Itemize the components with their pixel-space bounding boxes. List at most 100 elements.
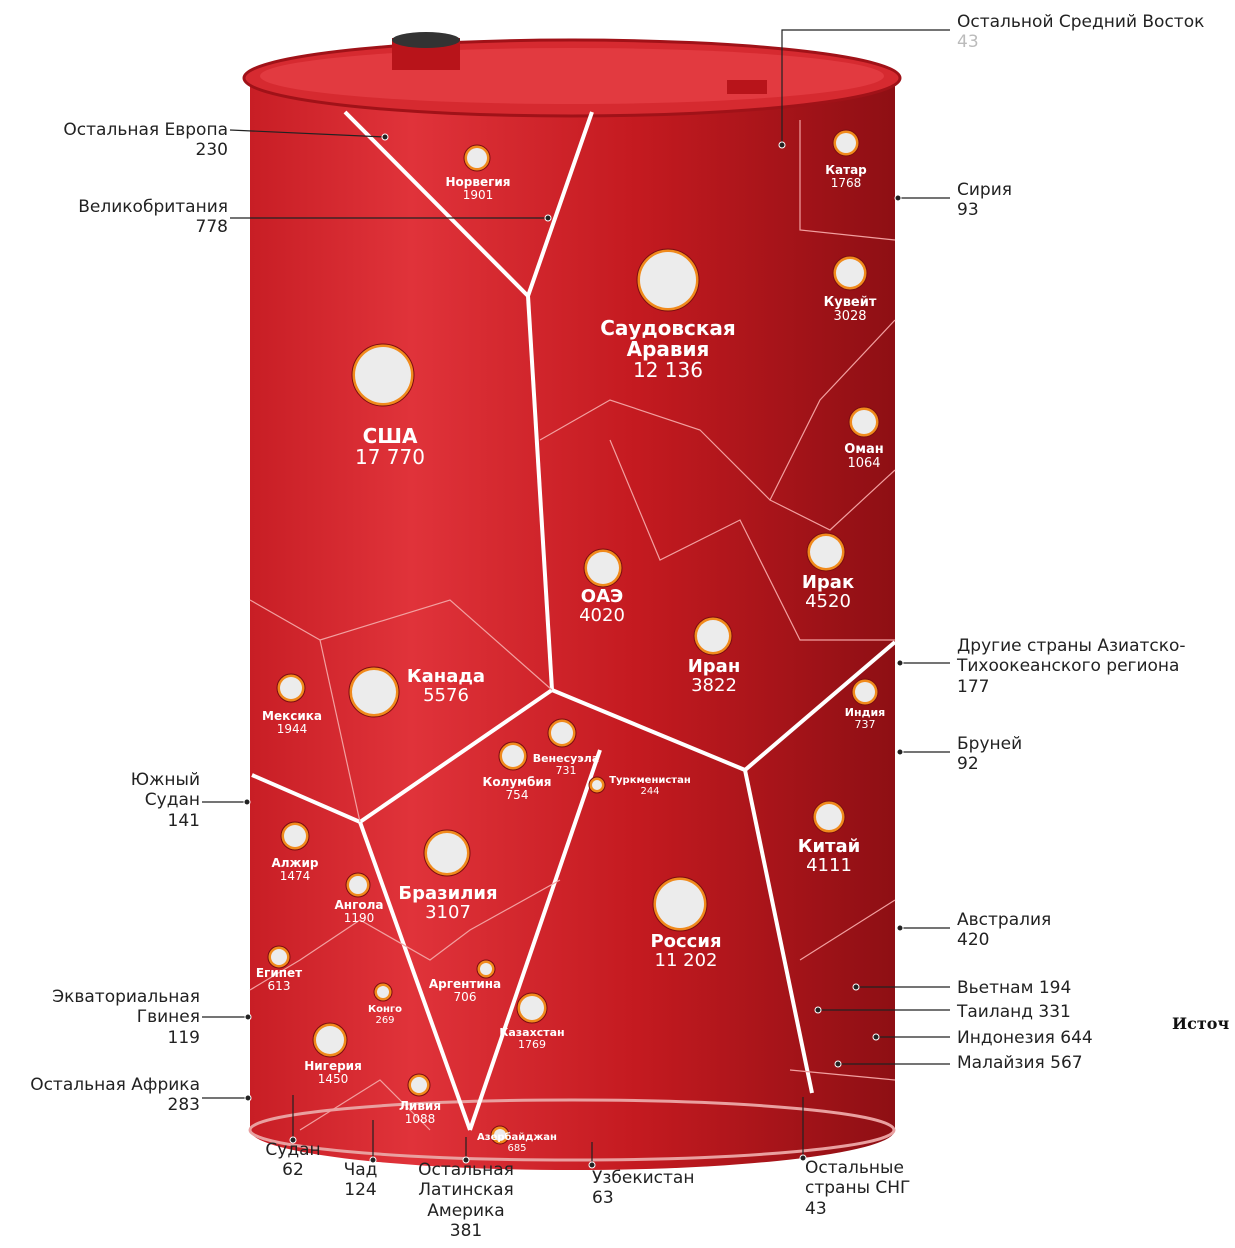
callout: Великобритания 778 <box>8 197 228 238</box>
cell-borders <box>249 120 896 1131</box>
country-label: Россия 11 202 <box>636 932 736 971</box>
country-value: 1064 <box>847 455 881 471</box>
flag <box>551 722 573 744</box>
country-value: 3822 <box>691 674 737 696</box>
flag <box>427 833 467 873</box>
country-name: Венесуэла <box>532 752 600 765</box>
callout-name: Судан <box>265 1140 321 1160</box>
callout-value: 92 <box>957 754 979 775</box>
flag <box>316 1026 344 1054</box>
leader-dot <box>834 1060 842 1068</box>
country-name: Конго <box>367 1004 403 1015</box>
country-value: 1088 <box>404 1111 436 1126</box>
callout-value: 63 <box>592 1188 614 1209</box>
country-label: Азербайджан 685 <box>467 1132 567 1154</box>
country-value: 4020 <box>579 604 625 626</box>
country-name: Египет <box>255 966 303 980</box>
country-label: Канада 5576 <box>401 667 491 706</box>
callout-name: Экваториальная Гвинея <box>52 987 200 1028</box>
leader-dot <box>872 1033 880 1041</box>
country-value: 754 <box>505 787 529 802</box>
callout: Вьетнам 194 <box>957 978 1157 998</box>
flag <box>852 410 876 434</box>
callout-name: Остальная Европа <box>63 120 228 140</box>
country-value: 1474 <box>279 868 311 883</box>
callout: Южный Судан 141 <box>110 770 200 831</box>
country-value: 12 136 <box>633 358 703 382</box>
callout: Остальная Европа 230 <box>8 120 228 161</box>
country-label: Индия 737 <box>835 707 895 730</box>
callout-name: Остальная Латинская Америка <box>418 1160 514 1221</box>
country-label: Венесуэла 731 <box>526 753 606 776</box>
callout-name: Бруней <box>957 734 1023 754</box>
callout: Остальной Средний Восток 43 <box>957 12 1235 53</box>
country-name: Казахстан <box>499 1026 565 1039</box>
country-name: ОАЭ <box>580 586 624 607</box>
country-value: 1769 <box>518 1037 546 1051</box>
leader-dot <box>896 924 904 932</box>
country-label: США 17 770 <box>345 426 435 468</box>
country-value: 3107 <box>425 901 471 923</box>
country-name: Туркменистан <box>609 775 691 786</box>
country-label: Норвегия 1901 <box>433 176 523 201</box>
callout-value: 194 <box>1038 978 1072 998</box>
leader-dot <box>852 983 860 991</box>
barrel-lid <box>260 48 884 104</box>
flag <box>520 996 544 1020</box>
flag <box>836 259 864 287</box>
leader-dot <box>544 214 552 222</box>
callout-value: 93 <box>957 200 979 221</box>
country-name: Китай <box>797 836 861 857</box>
country-name: Кувейт <box>823 295 877 310</box>
callout: Сирия 93 <box>957 180 1057 221</box>
flag <box>355 347 411 403</box>
leader-dot <box>462 1156 470 1164</box>
callout: Другие страны Азиатско-Тихоокеанского ре… <box>957 636 1227 697</box>
callout: Австралия 420 <box>957 910 1077 951</box>
flag <box>656 880 704 928</box>
callout-value: 778 <box>195 217 228 238</box>
flag <box>352 670 396 714</box>
callout-name: Другие страны Азиатско-Тихоокеанского ре… <box>957 636 1186 677</box>
flag <box>855 682 875 702</box>
country-value: 706 <box>453 989 477 1004</box>
leader-dot <box>381 133 389 141</box>
callout-value: 230 <box>195 140 228 161</box>
country-name: Иран <box>687 656 741 677</box>
leader-dot <box>814 1006 822 1014</box>
callout-value: 331 <box>1038 1002 1071 1022</box>
country-label: Оман 1064 <box>834 443 894 470</box>
country-label: Китай 4111 <box>794 836 864 876</box>
country-label: Ливия 1088 <box>385 1100 455 1125</box>
flag <box>810 536 842 568</box>
country-name: Бразилия <box>398 883 498 904</box>
callout: Бруней 92 <box>957 734 1057 775</box>
leader-dot <box>896 748 904 756</box>
leader-dot <box>289 1136 297 1144</box>
country-label: Колумбия 754 <box>477 776 557 801</box>
callout: Индонезия 644 <box>957 1028 1157 1048</box>
flag <box>280 677 302 699</box>
country-value: 4520 <box>805 590 851 612</box>
country-label: Ангола 1190 <box>324 899 394 924</box>
callout-value: 177 <box>957 676 990 697</box>
cap <box>727 80 767 94</box>
flag <box>494 1129 506 1141</box>
country-name: Саудовская Аравия <box>600 316 736 361</box>
callout-name: Великобритания <box>78 197 228 217</box>
callout: Узбекистан 63 <box>592 1168 732 1209</box>
country-name: Мексика <box>262 709 322 723</box>
leader-dot <box>799 1154 807 1162</box>
country-label: ОАЭ 4020 <box>567 586 637 626</box>
leader-dot <box>244 1013 252 1021</box>
country-value: 269 <box>375 1014 395 1026</box>
flag <box>467 148 487 168</box>
country-label: Бразилия 3107 <box>398 883 498 923</box>
flag <box>502 745 524 767</box>
country-value: 1768 <box>830 175 862 190</box>
country-value: 3028 <box>833 308 867 324</box>
country-name: Индия <box>844 706 886 719</box>
country-name: Нигерия <box>304 1059 362 1073</box>
country-name: Ангола <box>334 898 384 912</box>
callout-name: Индонезия <box>957 1028 1055 1048</box>
